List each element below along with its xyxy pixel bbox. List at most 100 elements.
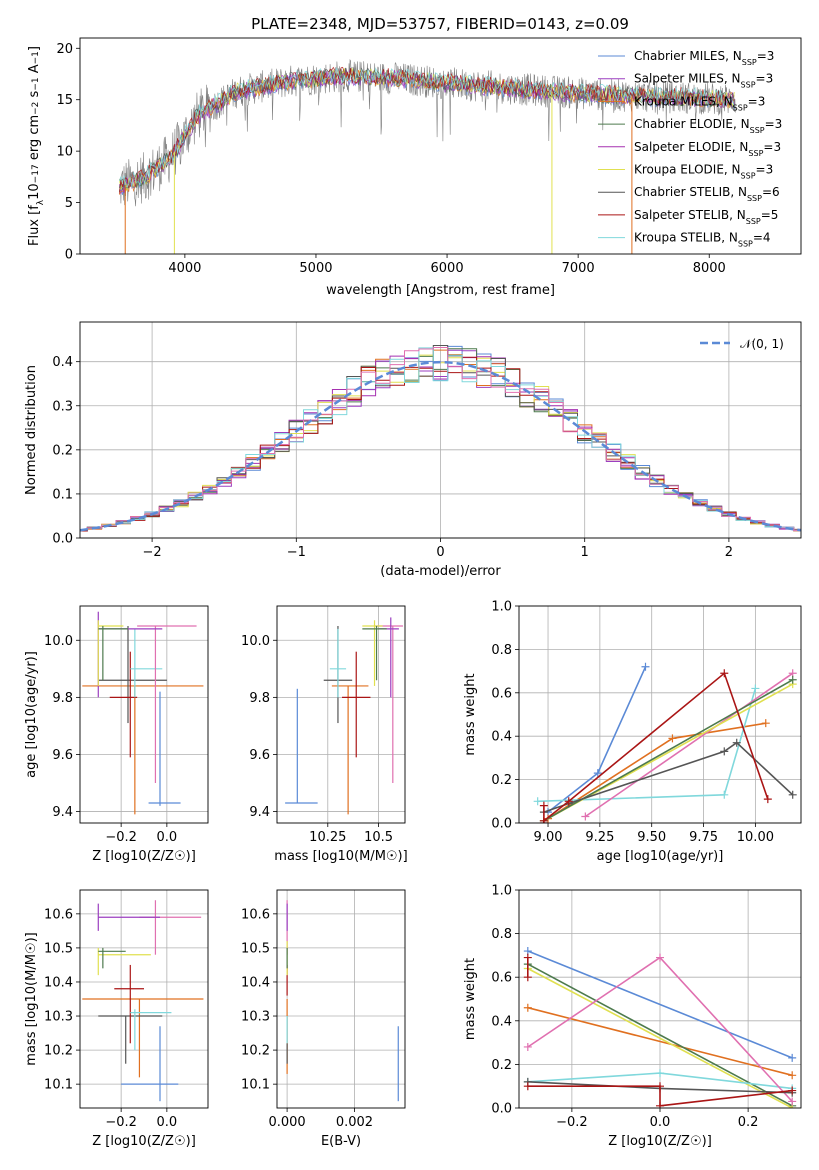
weight-point-marker	[720, 669, 729, 678]
x-tick-label: 8000	[693, 261, 726, 276]
weight-point-marker	[720, 790, 729, 799]
y-tick-label: 10.2	[44, 1044, 73, 1059]
weight-point-marker	[656, 1101, 664, 1108]
x-tick-label: −2	[143, 545, 162, 560]
y-axis-label: mass weight	[463, 673, 478, 755]
y-tick-label: 5	[65, 196, 73, 211]
weight-point-marker	[523, 1003, 532, 1012]
x-axis-label: Z [log10(Z/Z☉)]	[92, 1134, 196, 1149]
error-bars	[285, 617, 403, 815]
weight-point-marker	[763, 795, 772, 804]
x-tick-label: 9.25	[585, 830, 614, 845]
x-tick-label: 0	[436, 545, 444, 560]
y-label-part: 10	[27, 183, 42, 200]
y-tick-label: 0.0	[491, 1102, 512, 1117]
y-label-part: −1	[31, 77, 41, 90]
y-label-part: −2	[31, 102, 41, 115]
y-tick-label: 0.4	[491, 1014, 512, 1029]
weight-point-marker	[732, 738, 741, 747]
legend-label: Kroupa STELIB, NSSP=4	[634, 231, 771, 249]
weight-point-marker	[751, 684, 760, 693]
weight-point-marker	[533, 797, 542, 806]
weight-point-marker	[539, 801, 548, 810]
weight-point-marker	[788, 675, 797, 684]
y-axis-label: mass [log10(M/M☉)]	[24, 932, 39, 1065]
x-axis-label: (data-model)/error	[380, 564, 501, 579]
error-bars	[286, 900, 399, 1102]
x-tick-label: 0.002	[336, 1115, 373, 1130]
legend-label: Chabrier ELODIE, NSSP=3	[634, 117, 782, 135]
legend-label: Kroupa MILES, NSSP=3	[634, 94, 765, 112]
weight-series-line	[527, 1085, 793, 1107]
x-tick-label: 10.25	[309, 830, 346, 845]
legend-label: Salpeter MILES, NSSP=3	[634, 72, 773, 90]
x-tick-label: 4000	[168, 261, 201, 276]
y-label-part: −1	[31, 51, 41, 64]
axes-frame	[276, 605, 406, 824]
x-tick-label: −0.2	[105, 1115, 137, 1130]
y-tick-label: 10.4	[44, 975, 73, 990]
legend-label: Salpeter ELODIE, NSSP=3	[634, 140, 781, 158]
histogram-step	[80, 345, 801, 532]
y-tick-label: 0.0	[491, 817, 512, 832]
y-tick-label: 10.1	[44, 1078, 73, 1093]
y-tick-label: 9.4	[249, 805, 270, 820]
weight-point-marker	[761, 719, 770, 728]
gaussian-curve	[80, 360, 801, 532]
x-axis-label: age [log10(age/yr)]	[597, 849, 724, 864]
legend-subscript: SSP	[733, 103, 748, 112]
x-axis-label: wavelength [Angstrom, rest frame]	[326, 283, 555, 298]
x-tick-label: 0.0	[157, 1115, 178, 1130]
legend-label: 𝒩(0, 1)	[740, 337, 784, 351]
y-tick-label: 15	[56, 93, 73, 108]
y-tick-label: 1.0	[491, 884, 512, 899]
legend-label: Salpeter STELIB, NSSP=5	[634, 208, 778, 226]
y-tick-label: 10	[56, 145, 73, 160]
weight-series-line	[584, 672, 794, 818]
x-tick-label: −0.2	[105, 830, 137, 845]
y-axis-label: age [log10(age/yr)]	[24, 651, 39, 778]
legend-label: Chabrier MILES, NSSP=3	[634, 49, 774, 67]
x-tick-label: 9.00	[534, 830, 563, 845]
y-tick-label: 9.6	[249, 748, 270, 763]
model-spectrum-line	[118, 66, 735, 194]
x-tick-label: 0.2	[738, 1115, 759, 1130]
weight-point-marker	[656, 1082, 664, 1091]
x-tick-label: 9.50	[637, 830, 666, 845]
legend-subscript: SSP	[747, 194, 762, 203]
x-tick-label: 10.5	[364, 830, 393, 845]
y-tick-label: 20	[56, 42, 73, 57]
y-tick-label: 10.0	[44, 634, 73, 649]
weight-point-marker	[788, 790, 797, 799]
legend-subscript: SSP	[742, 58, 757, 67]
x-tick-label: 6000	[431, 261, 464, 276]
y-tick-label: 0.6	[491, 971, 512, 986]
x-tick-label: 7000	[562, 261, 595, 276]
y-tick-label: 10.2	[241, 1044, 270, 1059]
axes-frame	[79, 889, 209, 1109]
legend-subscript: SSP	[741, 80, 756, 89]
weight-point-marker	[656, 1069, 664, 1078]
weight-point-marker	[788, 1071, 797, 1080]
weight-series-line	[527, 1006, 793, 1077]
y-tick-label: 0.6	[491, 686, 512, 701]
y-tick-label: 1.0	[491, 600, 512, 615]
y-tick-label: 10.6	[44, 907, 73, 922]
weight-point-marker	[641, 662, 650, 671]
weight-lines	[533, 662, 797, 823]
axes-frame	[276, 889, 406, 1109]
axes-frame	[518, 605, 802, 824]
x-tick-label: 1	[581, 545, 589, 560]
weight-point-marker	[523, 1082, 532, 1091]
y-tick-label: 0.3	[52, 399, 73, 414]
y-tick-label: 10.3	[241, 1010, 270, 1025]
residuals-panel: −2 −1 0 1 2 0.0 0.1 0.2 0.3 0.4 𝒩(0, 1) (data-model…	[24, 321, 802, 579]
x-tick-label: 9.75	[689, 830, 718, 845]
x-axis-label: E(B-V)	[321, 1134, 361, 1149]
y-label-part: A	[27, 64, 42, 77]
weight-vs-age-panel: 9.00 9.25 9.50 9.75 10.00 0.0 0.2 0.4 0.6 0.8 1.0 a…	[463, 600, 802, 864]
x-axis-label: Z [log10(Z/Z☉)]	[608, 1134, 712, 1149]
y-tick-label: 0	[65, 248, 73, 263]
